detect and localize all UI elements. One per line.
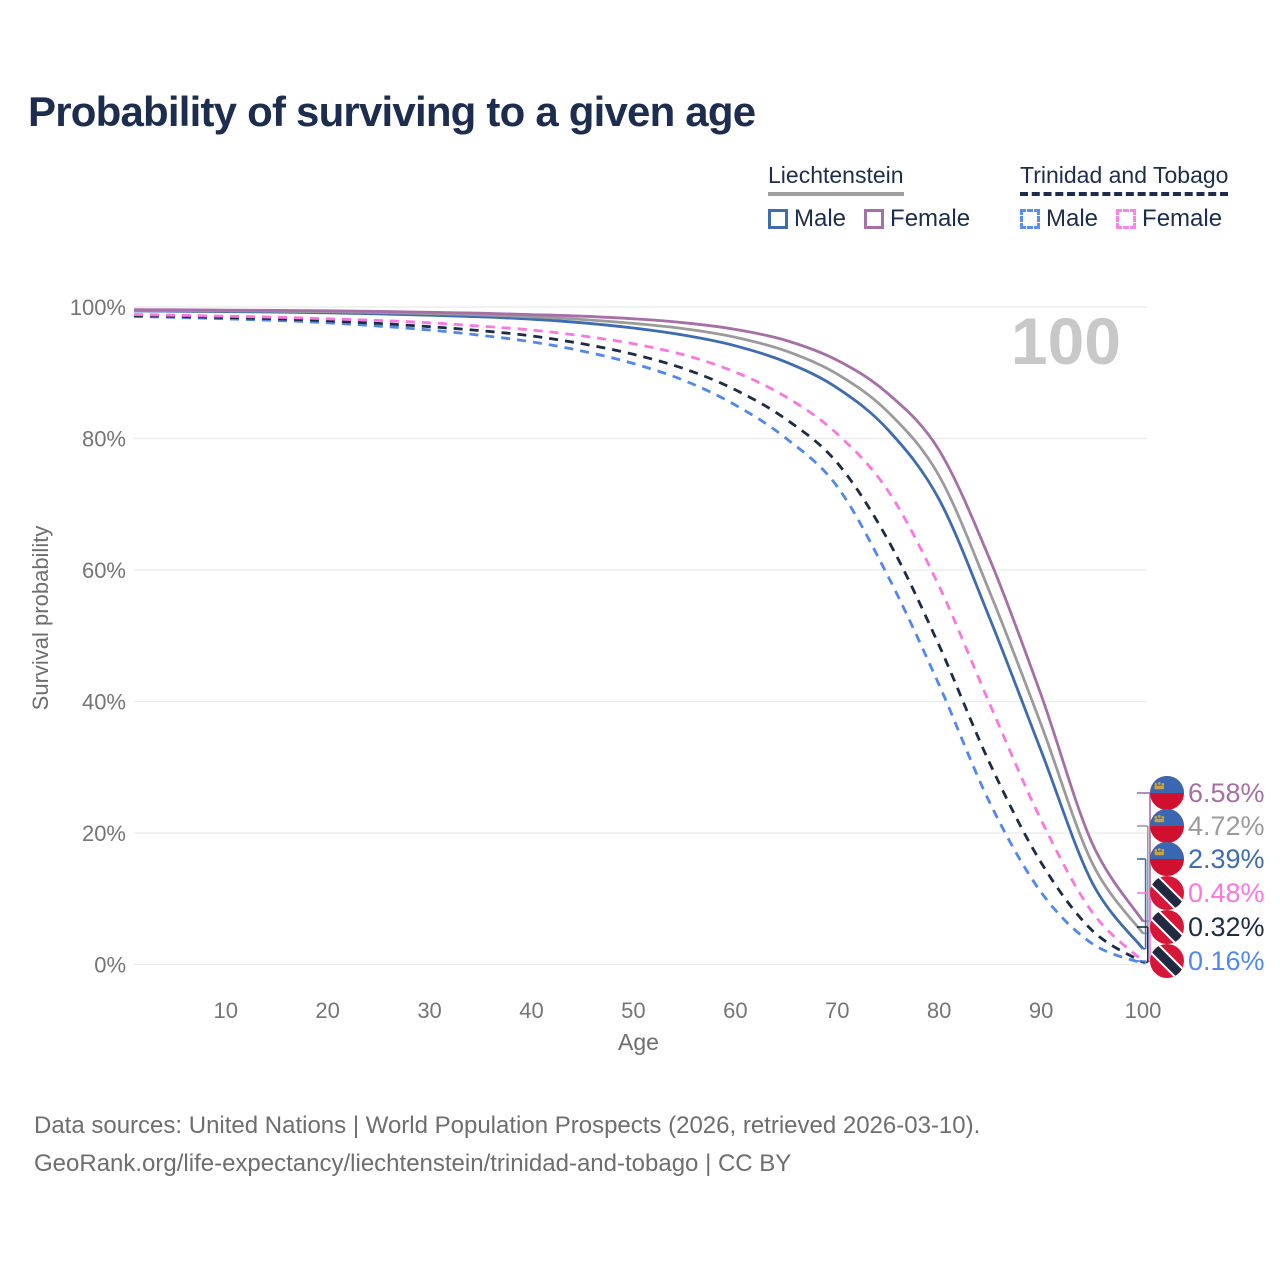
flag-icon-liechtenstein [1150, 776, 1184, 810]
x-axis-tick-label: 50 [621, 998, 645, 1023]
legend-country-label: Trinidad and Tobago [1020, 162, 1229, 196]
y-axis-tick-label: 100% [70, 295, 126, 320]
attribution-note: GeoRank.org/life-expectancy/liechtenstei… [34, 1150, 792, 1177]
x-axis-tick-label: 10 [213, 998, 237, 1023]
legend-swatch [1116, 209, 1137, 229]
series-end-value-label: 0.16% [1188, 946, 1265, 976]
x-axis-tick-label: 70 [825, 998, 849, 1023]
x-axis-tick-label: 60 [723, 998, 747, 1023]
series-line-trinidad-and-tobago-female[interactable] [133, 313, 1144, 963]
y-axis-tick-label: 20% [82, 821, 126, 846]
data-sources-note: Data sources: United Nations | World Pop… [34, 1112, 981, 1139]
series-end-value-label: 2.39% [1188, 844, 1265, 874]
x-axis-tick-label: 80 [927, 998, 951, 1023]
legend-item-label: Female [1142, 205, 1223, 232]
legend-item-label: Male [794, 205, 847, 232]
legend-group-liechtenstein: Liechtenstein Male Female [768, 162, 970, 233]
legend-swatch [864, 209, 885, 229]
y-axis-tick-label: 80% [82, 427, 126, 452]
flag-icon-liechtenstein [1150, 842, 1184, 876]
series-line-liechtenstein-male[interactable] [133, 309, 1145, 950]
x-axis-title: Age [618, 1029, 659, 1055]
page-title: Probability of surviving to a given age [28, 88, 756, 135]
y-axis-tick-label: 0% [94, 953, 126, 978]
legend-item-label: Male [1046, 205, 1099, 232]
series-end-value-label: 6.58% [1188, 778, 1265, 808]
series-end-value-label: 0.32% [1188, 912, 1265, 942]
y-axis-tick-label: 40% [82, 690, 126, 715]
x-axis-tick-label: 100 [1125, 998, 1162, 1023]
age-watermark: 100 [1011, 304, 1121, 378]
x-axis-tick-label: 30 [417, 998, 441, 1023]
legend-country-label: Liechtenstein [768, 162, 904, 196]
y-axis-title: Survival probability [28, 526, 53, 711]
x-axis-tick-label: 40 [519, 998, 543, 1023]
flag-icon-trinidad-and-tobago [1150, 910, 1184, 944]
flag-icon-trinidad-and-tobago [1150, 944, 1184, 978]
legend-item-label: Female [890, 205, 971, 232]
series-end-value-label: 4.72% [1188, 811, 1265, 841]
x-axis-tick-label: 20 [315, 998, 339, 1023]
legend-item-male[interactable]: Male [1020, 205, 1098, 233]
y-axis-tick-label: 60% [82, 558, 126, 583]
legend-item-male[interactable]: Male [768, 205, 846, 233]
flag-icon-trinidad-and-tobago [1150, 876, 1184, 910]
series-line-liechtenstein-female[interactable] [133, 308, 1145, 922]
legend-swatch [768, 209, 788, 229]
legend-item-female[interactable]: Female [864, 205, 970, 233]
series-end-value-label: 0.48% [1188, 878, 1265, 908]
legend-item-female[interactable]: Female [1116, 205, 1222, 233]
flag-icon-liechtenstein [1150, 809, 1184, 843]
series-line-trinidad-and-tobago-male[interactable] [133, 315, 1144, 965]
x-axis-tick-label: 90 [1029, 998, 1053, 1023]
legend-swatch [1020, 209, 1040, 229]
legend-group-trinidad-and-tobago: Trinidad and Tobago Male Female [1020, 162, 1229, 233]
series-line-trinidad-and-tobago-both-sexes[interactable] [133, 314, 1144, 964]
